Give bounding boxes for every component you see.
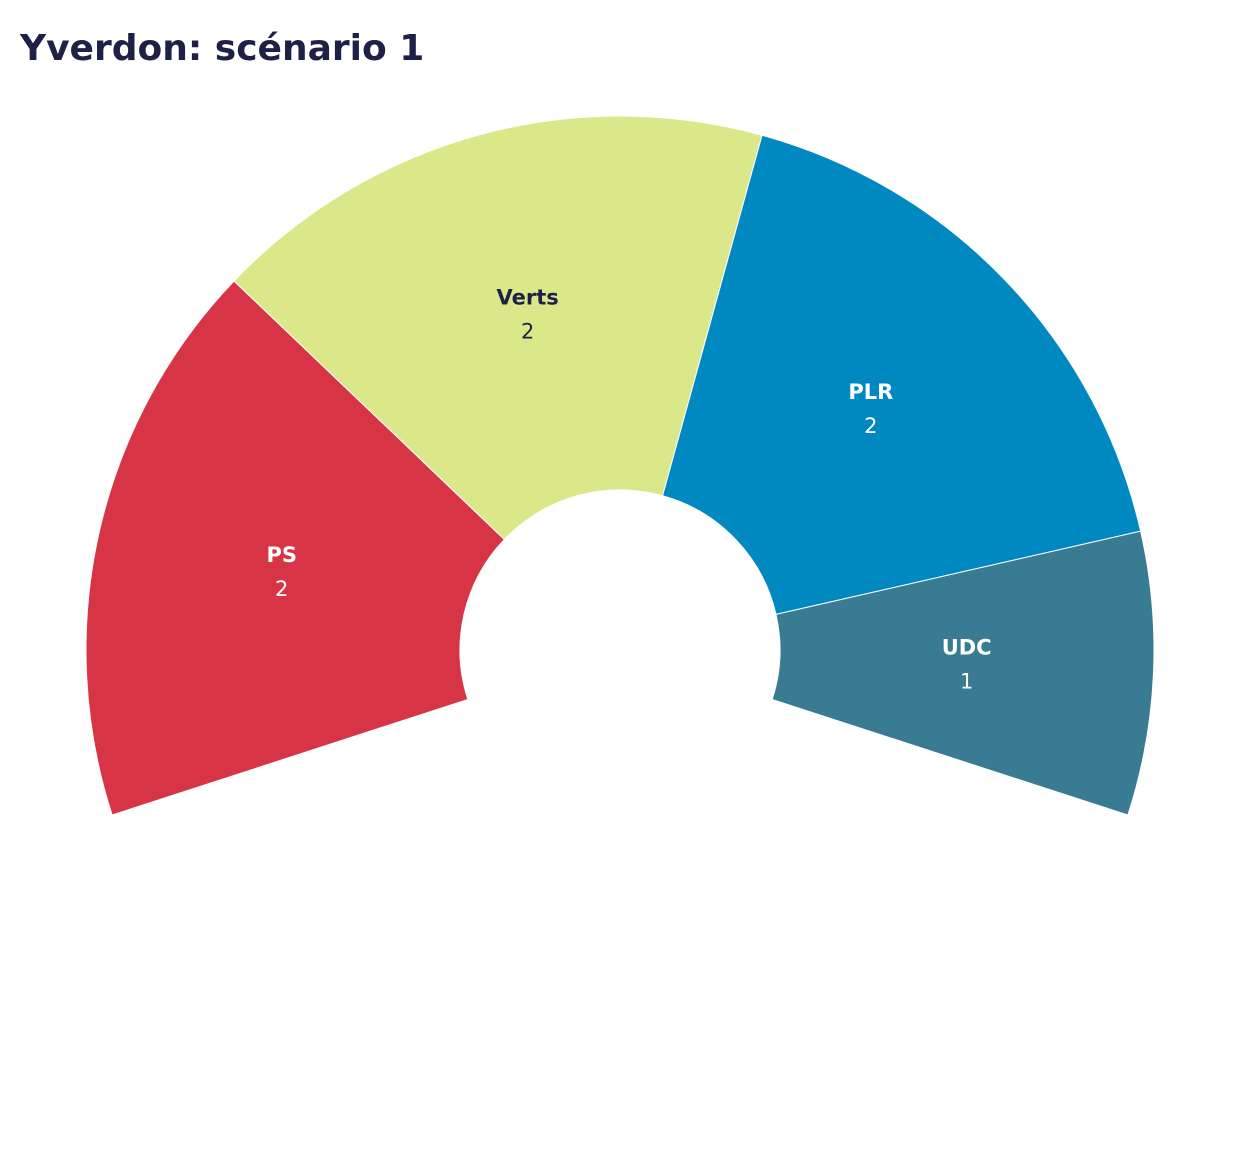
slice-label: UDC <box>942 636 992 660</box>
slice <box>771 530 1155 816</box>
slice <box>661 134 1142 615</box>
chart-title: Yverdon: scénario 1 <box>19 28 424 69</box>
slice-value: 2 <box>521 320 534 344</box>
slice-label: Verts <box>497 286 559 310</box>
slice-value: 2 <box>275 577 288 601</box>
slice-label: PS <box>266 543 297 567</box>
slice-value: 2 <box>864 414 877 438</box>
slice-value: 1 <box>960 670 973 694</box>
slice <box>85 280 506 816</box>
slice-label: PLR <box>848 380 893 404</box>
slice <box>233 115 763 541</box>
